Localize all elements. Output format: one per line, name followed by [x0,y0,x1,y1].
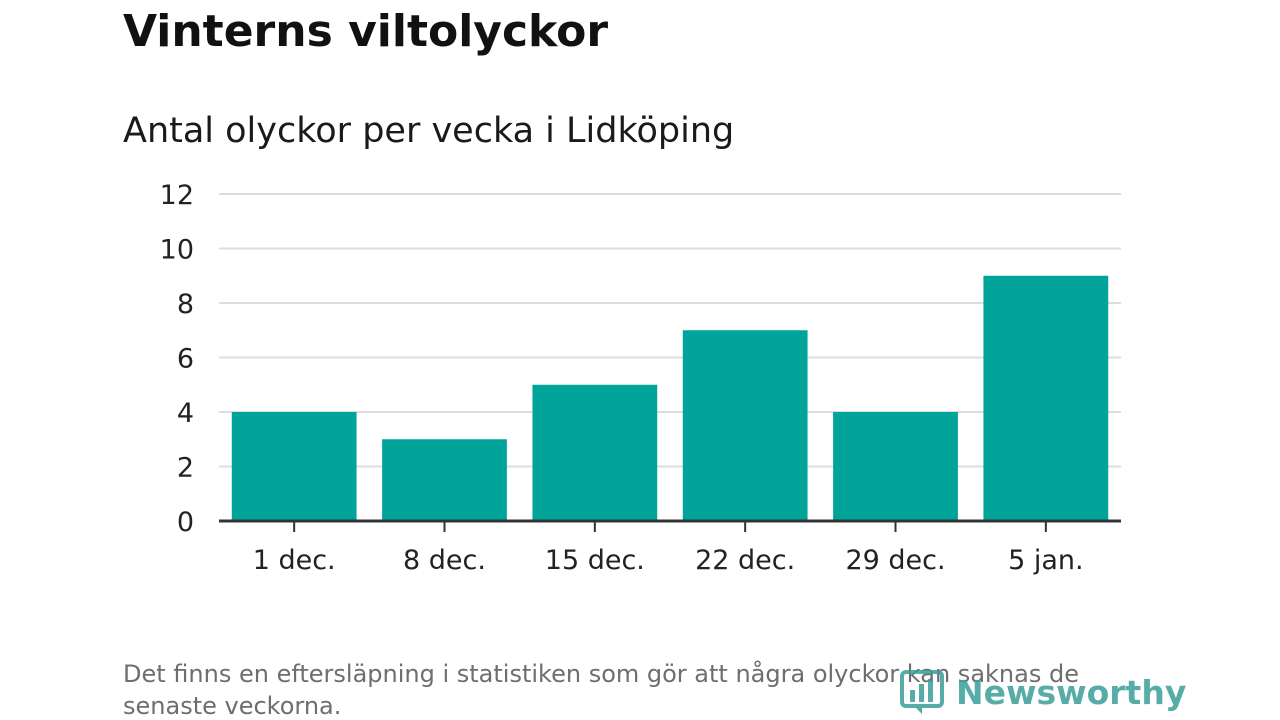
bar [833,412,958,521]
newsworthy-logo-icon [900,670,944,714]
y-tick-label: 0 [177,507,194,538]
chart-subtitle: Antal olyckor per vecka i Lidköping [123,111,735,151]
x-tick-label: 8 dec. [403,545,486,576]
x-tick-label: 5 jan. [1008,545,1084,576]
bar [382,439,507,521]
x-tick-label: 22 dec. [695,545,795,576]
newsworthy-logo: Newsworthy [900,668,1186,718]
x-tick-label: 29 dec. [845,545,945,576]
bar [231,412,357,521]
y-tick-label: 6 [177,344,194,375]
x-tick-label: 15 dec. [545,545,645,576]
bar [983,275,1109,521]
bar [532,384,658,521]
x-tick-label: 1 dec. [253,545,336,576]
y-tick-label: 8 [177,289,194,320]
bar [682,330,808,521]
y-tick-label: 2 [177,453,194,484]
chart-title: Vinterns viltolyckor [123,6,609,57]
y-tick-label: 4 [177,398,194,429]
brand-name: Newsworthy [956,673,1187,712]
bar-chart: 0 2 4 6 8 10 12 1 dec. 8 dec. 15 dec. 22 dec. 29 de… [160,180,1121,576]
y-tick-label: 12 [160,180,194,211]
y-tick-label: 10 [160,235,194,266]
